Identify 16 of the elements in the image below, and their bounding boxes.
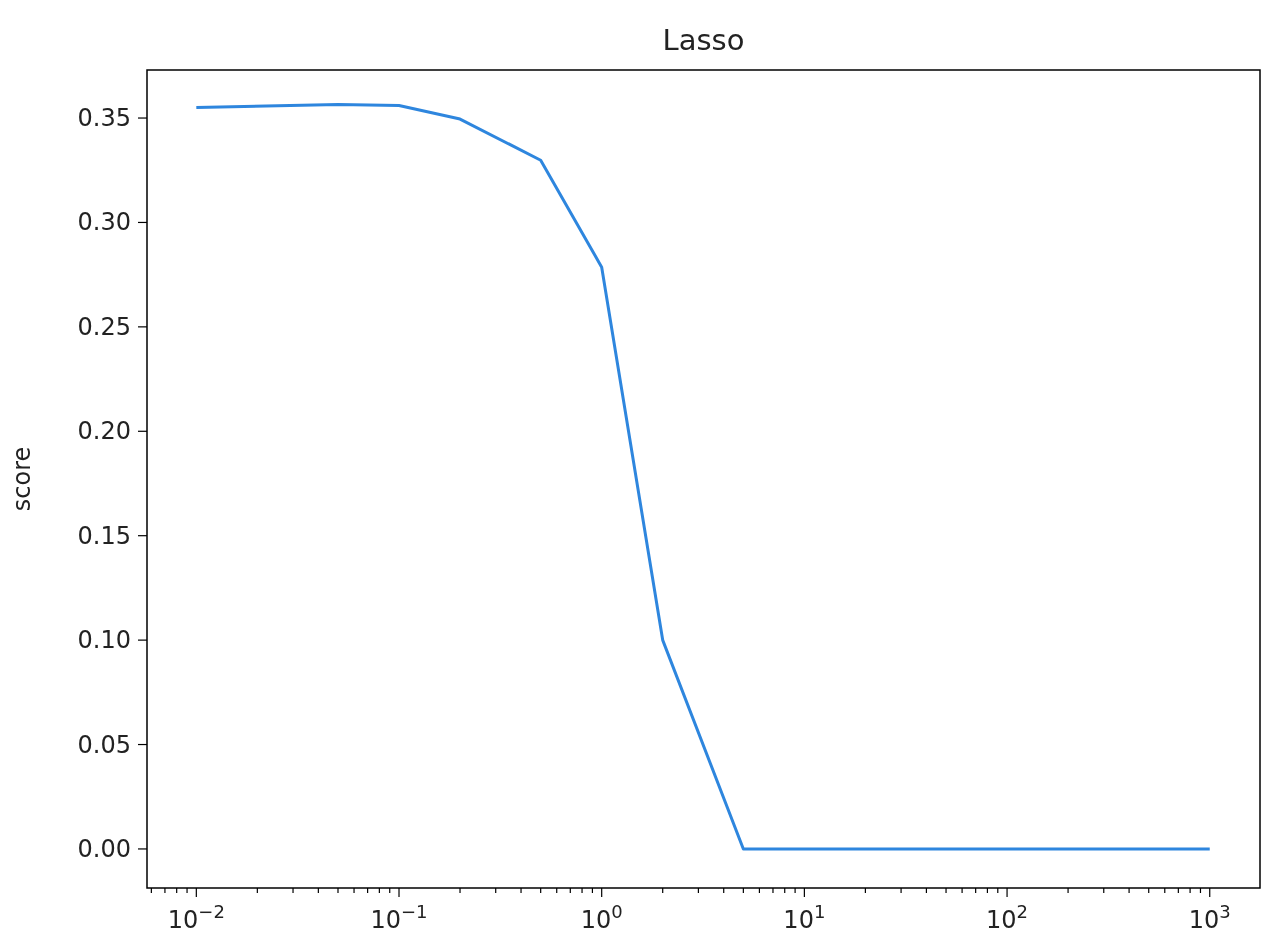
y-tick-label: 0.15 (77, 521, 131, 550)
x-tick-label: 10$^{2}$ (986, 900, 1029, 934)
x-tick-label: 10$^{−2}$ (167, 900, 225, 934)
x-tick-label: 10$^{1}$ (783, 900, 826, 934)
y-tick-label: 0.30 (77, 208, 131, 237)
chart-title: Lasso (662, 23, 745, 57)
y-axis-title: score (8, 446, 36, 512)
y-tick-label: 0.35 (77, 104, 131, 133)
y-tick-label: 0.10 (77, 626, 131, 655)
y-tick-label: 0.25 (77, 312, 131, 341)
y-tick-label: 0.00 (77, 834, 131, 863)
y-tick-label: 0.20 (77, 417, 131, 446)
y-tick-label: 0.05 (77, 730, 131, 759)
x-tick-label: 10$^{−1}$ (370, 900, 428, 934)
x-tick-label: 10$^{3}$ (1188, 900, 1231, 934)
x-tick-label: 10$^{0}$ (580, 900, 623, 934)
